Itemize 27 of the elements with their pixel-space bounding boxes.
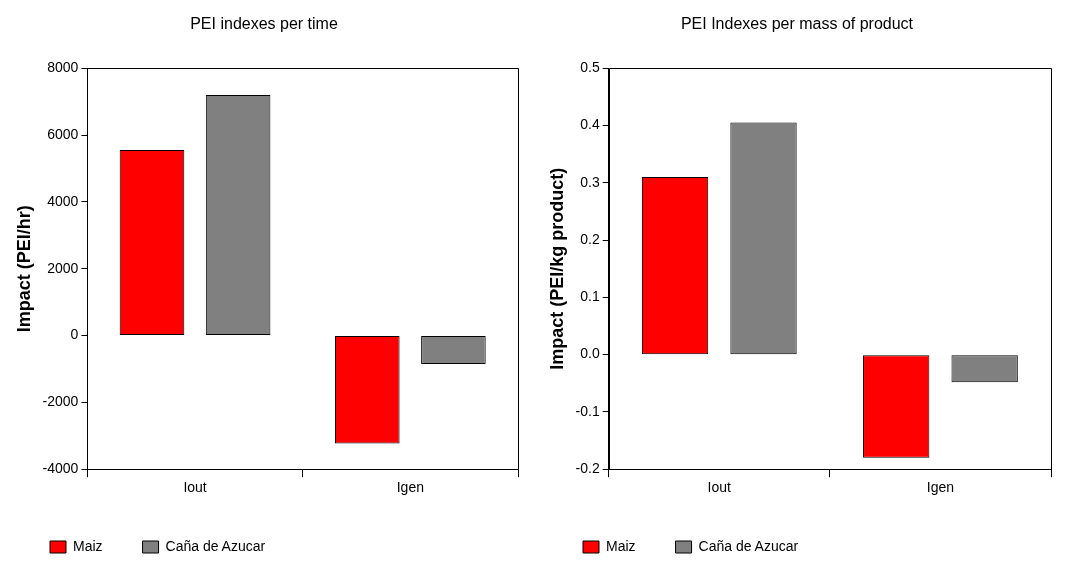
- y-tick-label: -0.2: [575, 460, 600, 477]
- legend-label: Maiz: [73, 537, 103, 554]
- legend-label: Caña de Azucar: [698, 537, 799, 554]
- y-tick-label: 0.4: [580, 116, 600, 133]
- y-tick-label: -0.1: [575, 402, 600, 419]
- chart-title: PEI Indexes per mass of product: [680, 15, 914, 33]
- x-tick-label: Igen: [926, 479, 955, 496]
- legend-label: Caña de Azucar: [165, 537, 266, 554]
- y-tick-label: 2000: [47, 259, 79, 276]
- chart-title: PEI indexes per time: [190, 15, 338, 33]
- y-tick-label: -2000: [42, 393, 79, 410]
- x-tick-label: Igen: [396, 479, 424, 496]
- x-tick-label: Iout: [707, 479, 732, 496]
- y-axis-title: Impact (PEI/kg product): [546, 167, 567, 370]
- y-tick-label: 6000: [47, 125, 79, 142]
- y-tick-label: 4000: [47, 192, 79, 209]
- y-tick-label: 0: [70, 326, 79, 343]
- legend-label: Maiz: [606, 537, 636, 554]
- y-tick-label: 0.3: [580, 173, 600, 190]
- y-tick-label: 0.0: [580, 345, 600, 362]
- y-tick-label: 8000: [47, 59, 79, 76]
- y-tick-label: 0.2: [580, 230, 600, 247]
- x-tick-label: Iout: [183, 479, 207, 496]
- y-tick-label: -4000: [42, 460, 79, 477]
- y-tick-label: 0.5: [580, 59, 600, 76]
- y-tick-label: 0.1: [580, 288, 600, 305]
- y-axis-title: Impact (PEI/hr): [13, 205, 34, 333]
